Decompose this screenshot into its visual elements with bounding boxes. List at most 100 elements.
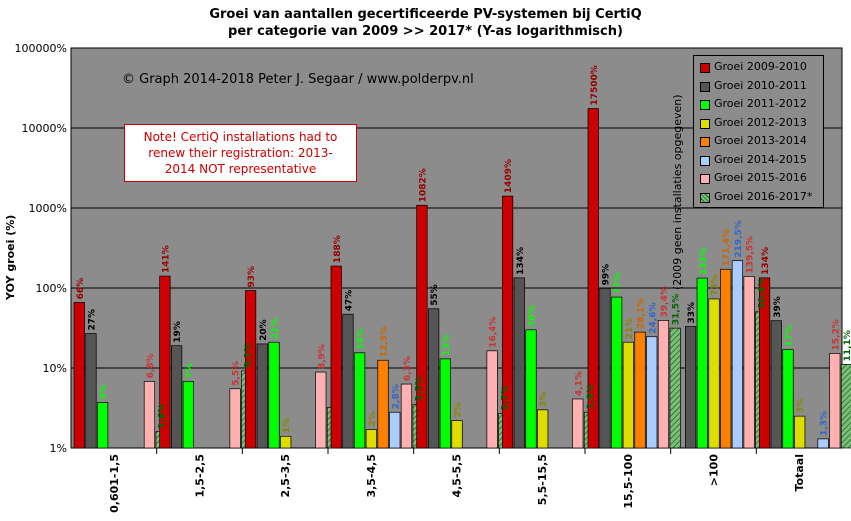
data-label: 17500% (590, 65, 600, 105)
bar (85, 333, 97, 449)
data-label: 27% (87, 309, 97, 331)
data-label: 139,5% (746, 236, 756, 274)
legend-swatch (700, 118, 710, 129)
note-box: Note! CertiQ installations had to renew … (124, 124, 357, 182)
bar (572, 398, 584, 449)
data-label: 3% (539, 392, 549, 407)
data-label: 134% (761, 247, 771, 275)
bar (451, 420, 463, 449)
bar (611, 296, 623, 449)
data-label: 7% (185, 363, 195, 378)
bar (416, 204, 428, 449)
data-label: 188% (333, 235, 343, 263)
y-axis-label: YOY groei (%) (4, 215, 17, 301)
bar (782, 349, 794, 449)
bar (486, 350, 498, 449)
bar (743, 276, 755, 449)
data-label: 66% (76, 278, 86, 300)
data-label: 11,1% (843, 330, 851, 361)
data-label: 30% (527, 305, 537, 327)
data-label: 21% (270, 318, 280, 340)
bar (758, 277, 771, 449)
data-label: 219,5% (734, 220, 744, 258)
data-label: 99% (601, 264, 611, 286)
bar (669, 327, 681, 449)
bar (513, 277, 525, 449)
bar (599, 287, 611, 449)
data-label: 3% (796, 398, 806, 413)
bar (97, 402, 109, 449)
note-line-1: Note! CertiQ installations had to (143, 130, 338, 144)
bar (634, 331, 646, 449)
y-tick-labels: 1% 10% 100% 1000% 10000% 100000% (15, 42, 67, 455)
bar (587, 108, 599, 449)
data-label: 13% (442, 334, 452, 356)
x-tick-label: 4,5-5,5 (451, 454, 464, 498)
data-label: 4,1% (574, 371, 584, 396)
x-tick-label: 0,601-1,5 (108, 454, 121, 513)
bar (829, 353, 841, 449)
data-label: 1% (282, 418, 292, 433)
bar (354, 352, 366, 449)
data-label: 133% (699, 247, 709, 275)
data-label: 6,8% (146, 353, 156, 378)
x-tick-label: 1,5-2,5 (194, 454, 207, 498)
note-line-3: 2014 NOT representative (164, 162, 317, 176)
data-label: 4% (99, 384, 109, 399)
data-label: 134% (516, 247, 526, 275)
bar (400, 383, 413, 449)
bar (73, 302, 85, 449)
chart-title: Groei van aantallen gecertificeerde PV-s… (209, 7, 642, 22)
data-label: 141% (161, 245, 171, 273)
bar (256, 343, 268, 449)
bar (315, 371, 327, 449)
data-label: 2,8% (586, 384, 596, 409)
bar (342, 313, 354, 449)
data-label: 24,6% (648, 302, 658, 333)
data-label: 9,2% (243, 343, 253, 368)
data-label: 73% (711, 274, 721, 296)
data-label: 39% (773, 296, 783, 318)
data-label: 2% (454, 402, 464, 417)
legend-swatch (700, 155, 710, 166)
bar (330, 265, 342, 449)
y-tick-label: 100% (36, 282, 67, 295)
y-tick-label: 10% (43, 362, 67, 375)
data-label: 93% (247, 266, 257, 288)
bar (143, 381, 156, 449)
data-label: 16,4% (489, 317, 499, 348)
data-label: 1409% (504, 159, 514, 193)
bar (537, 409, 549, 449)
x-tick-label: Totaal (793, 454, 806, 491)
bar (646, 336, 658, 449)
copyright-watermark: © Graph 2014-2018 Peter J. Segaar / www.… (122, 72, 474, 87)
x-tick-label: 3,5-4,5 (365, 454, 378, 498)
bar (770, 320, 782, 449)
data-label: 12,5% (380, 326, 390, 357)
data-label: 55% (430, 284, 440, 306)
bar (696, 277, 708, 449)
bar (685, 326, 697, 449)
legend-swatch (700, 137, 710, 147)
bar (268, 341, 280, 449)
data-label: 6,3% (403, 356, 413, 381)
data-labels: 66%27%4%6,8%1,6%141%19%7% 5,5%9,2%93%20% 2… (76, 65, 851, 436)
bar (182, 381, 194, 449)
bar (244, 290, 257, 449)
data-label: 17% (784, 325, 794, 347)
legend-label: Groei 2009-2010 (714, 60, 807, 73)
bar (657, 320, 670, 449)
data-label: 5,5% (232, 361, 242, 386)
legend-label: Groei 2015-2016 (714, 171, 807, 184)
bar (501, 195, 514, 449)
bar (720, 268, 732, 449)
data-label: 20% (259, 319, 269, 341)
bar (794, 415, 806, 449)
legend-label: Groei 2011-2012 (714, 97, 807, 110)
bar (280, 435, 292, 449)
data-label: 1,6% (158, 404, 168, 429)
bar (159, 275, 171, 449)
bar (817, 438, 829, 449)
legend-swatch (700, 100, 710, 110)
x-tick-label: 15,5-100 (622, 454, 635, 509)
